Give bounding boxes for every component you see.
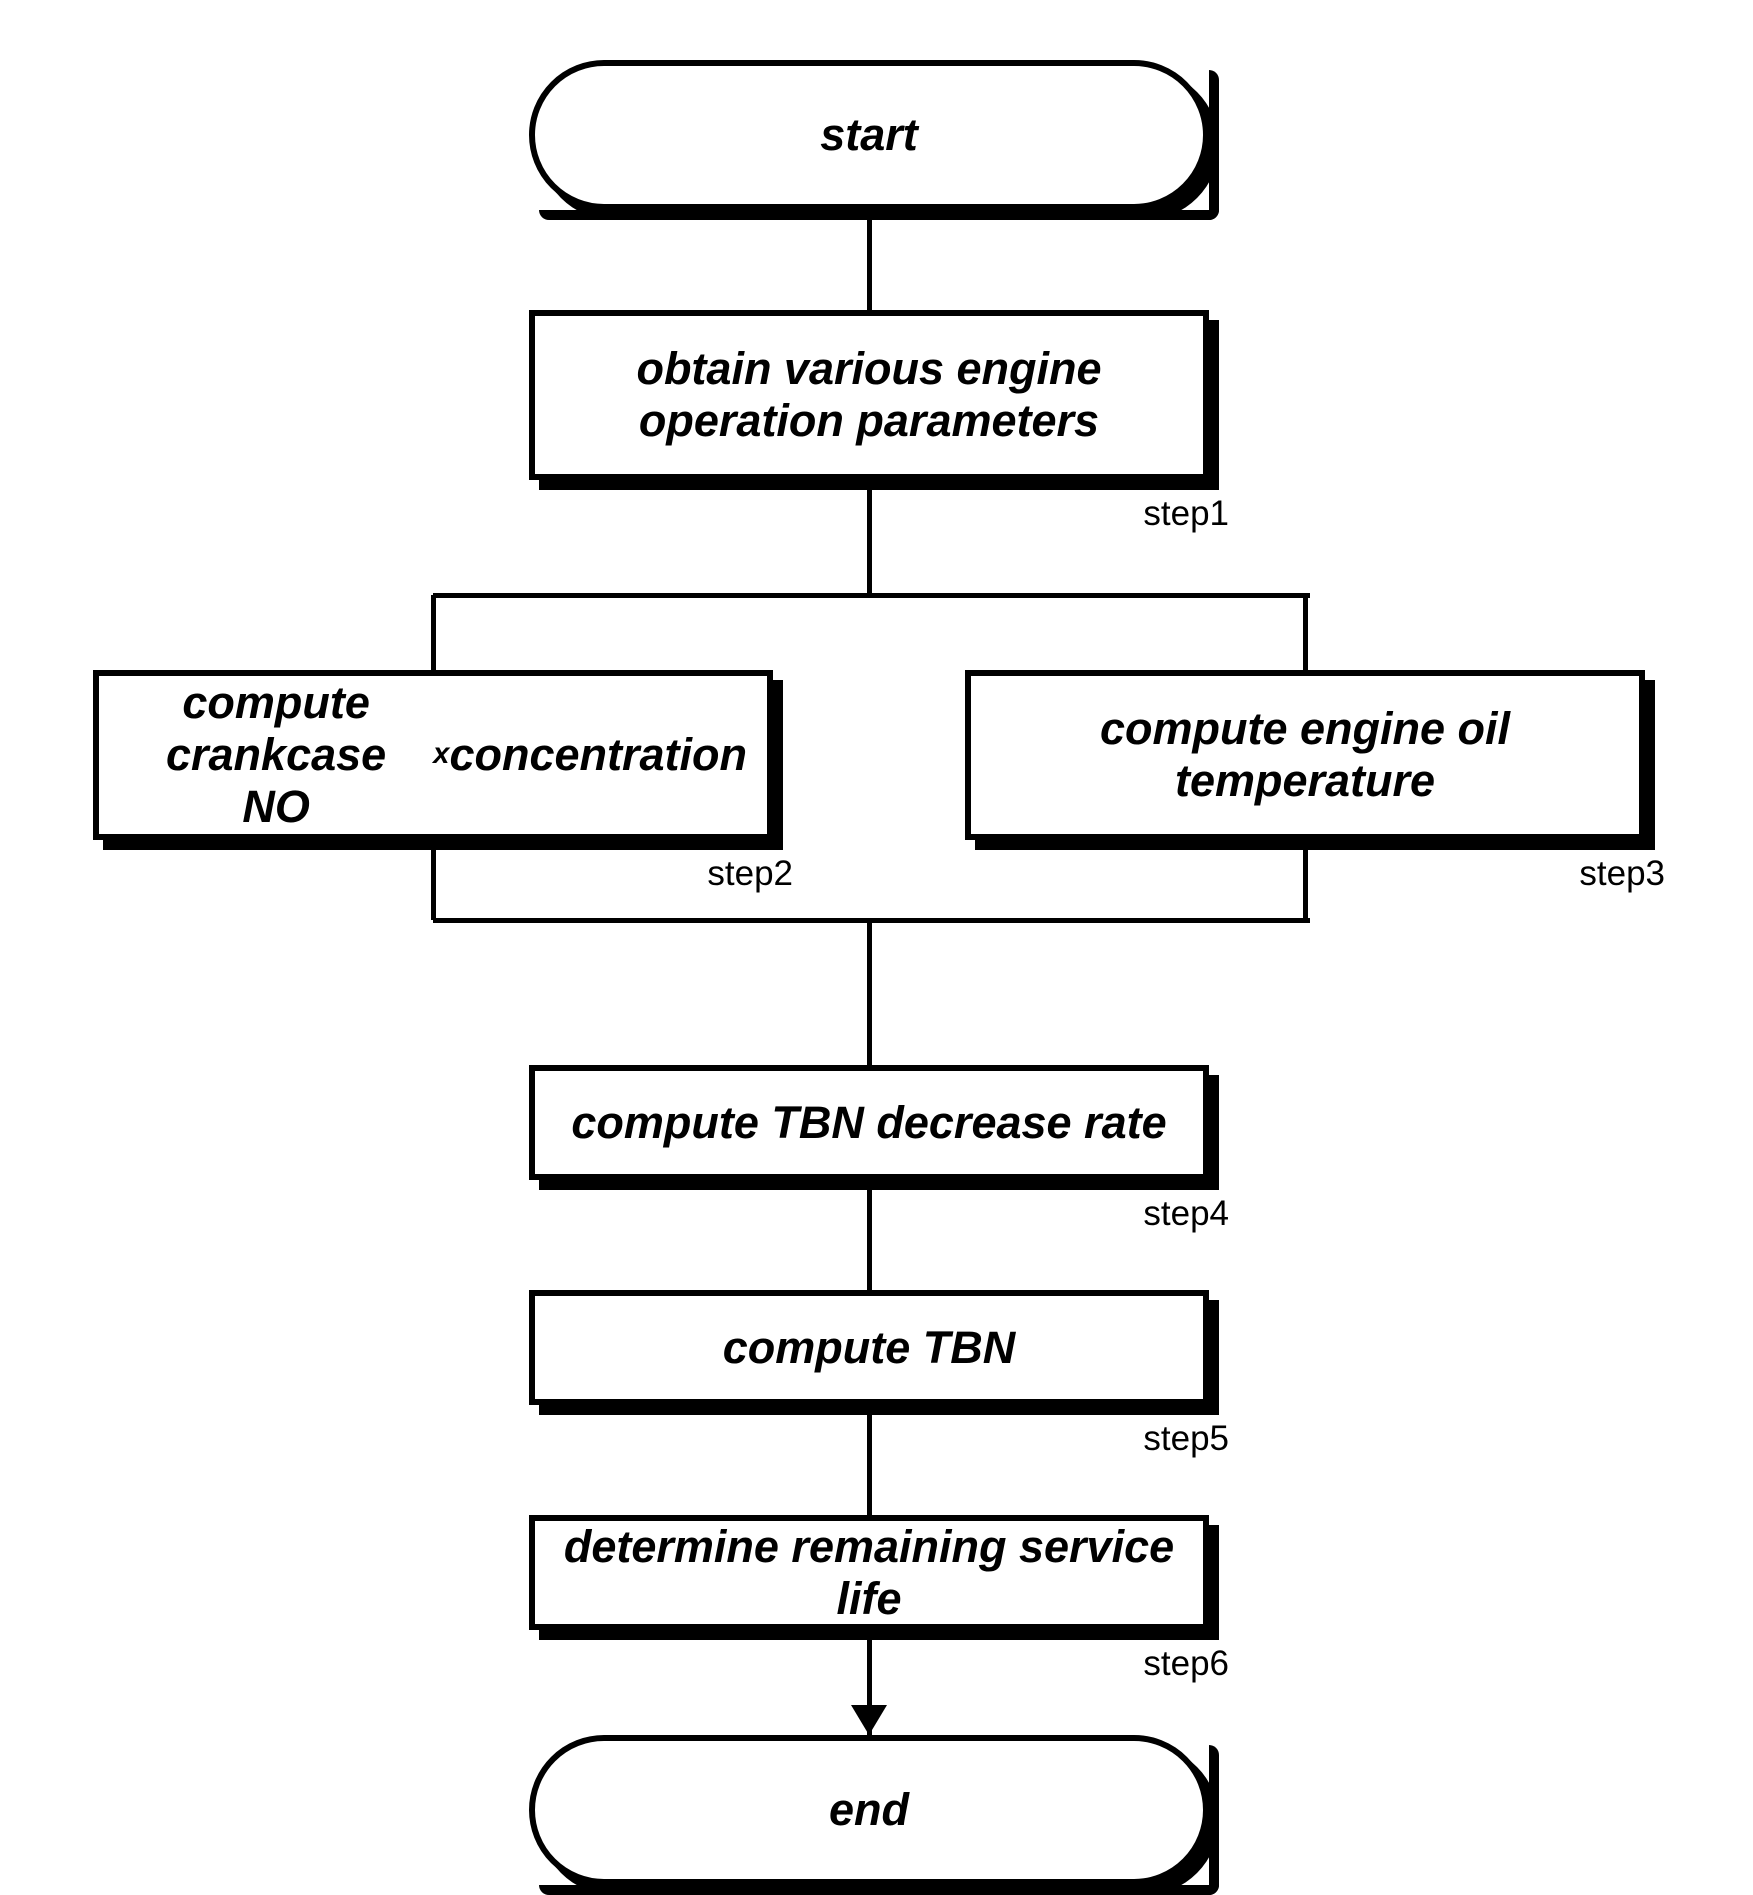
arrowhead-icon [851, 1705, 887, 1735]
edge-vertical [431, 595, 436, 670]
edge-horizontal [433, 593, 1310, 598]
flowchart-node-start: start [529, 60, 1209, 210]
edge-vertical [867, 210, 872, 310]
step-label-step5: step5 [1079, 1419, 1229, 1459]
flowchart-node-step1: obtain various engineoperation parameter… [529, 310, 1209, 480]
step-label-step3: step3 [1515, 854, 1665, 894]
flowchart-canvas: start obtain various engineoperation para… [0, 0, 1753, 1826]
edge-vertical [867, 480, 872, 595]
flowchart-node-step2: compute crankcaseNOx concentration [93, 670, 773, 840]
flowchart-node-end: end [529, 1735, 1209, 1885]
edge-vertical [867, 1180, 872, 1290]
edge-vertical [867, 920, 872, 1065]
edge-vertical [431, 840, 436, 920]
edge-horizontal [433, 918, 1310, 923]
step-label-step4: step4 [1079, 1194, 1229, 1234]
flowchart-node-step6: determine remaining service life [529, 1515, 1209, 1630]
step-label-step6: step6 [1079, 1644, 1229, 1684]
flowchart-node-step3: compute engine oil temperature [965, 670, 1645, 840]
edge-vertical [1303, 595, 1308, 670]
flowchart-node-step5: compute TBN [529, 1290, 1209, 1405]
edge-vertical [1303, 840, 1308, 920]
step-label-step2: step2 [643, 854, 793, 894]
edge-vertical [867, 1405, 872, 1515]
flowchart-node-step4: compute TBN decrease rate [529, 1065, 1209, 1180]
step-label-step1: step1 [1079, 494, 1229, 534]
